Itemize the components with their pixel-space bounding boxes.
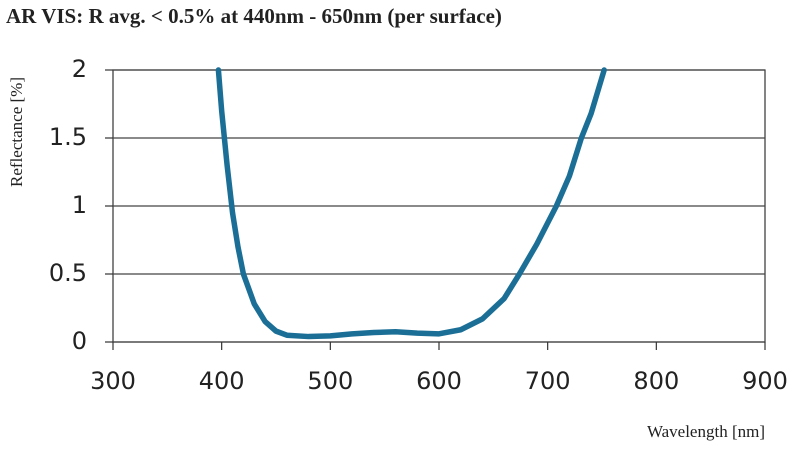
y-tick-label: 1.5 — [49, 123, 87, 151]
x-tick-label: 900 — [742, 367, 788, 395]
x-tick-label: 300 — [90, 367, 136, 395]
y-tick-label: 1 — [72, 191, 87, 219]
x-tick-label: 500 — [307, 367, 353, 395]
y-tick-label: 2 — [72, 55, 87, 83]
y-tick-label: 0 — [72, 327, 87, 355]
chart-title: AR VIS: R avg. < 0.5% at 440nm - 650nm (… — [6, 4, 502, 28]
x-axis-label: Wavelength [nm] — [647, 422, 765, 441]
y-axis-label: Reflectance [%] — [7, 77, 26, 187]
x-tick-label: 600 — [416, 367, 462, 395]
x-tick-label: 700 — [525, 367, 571, 395]
y-tick-label: 0.5 — [49, 259, 87, 287]
x-tick-label: 400 — [199, 367, 245, 395]
data-line — [215, 67, 607, 340]
x-tick-label: 800 — [633, 367, 679, 395]
